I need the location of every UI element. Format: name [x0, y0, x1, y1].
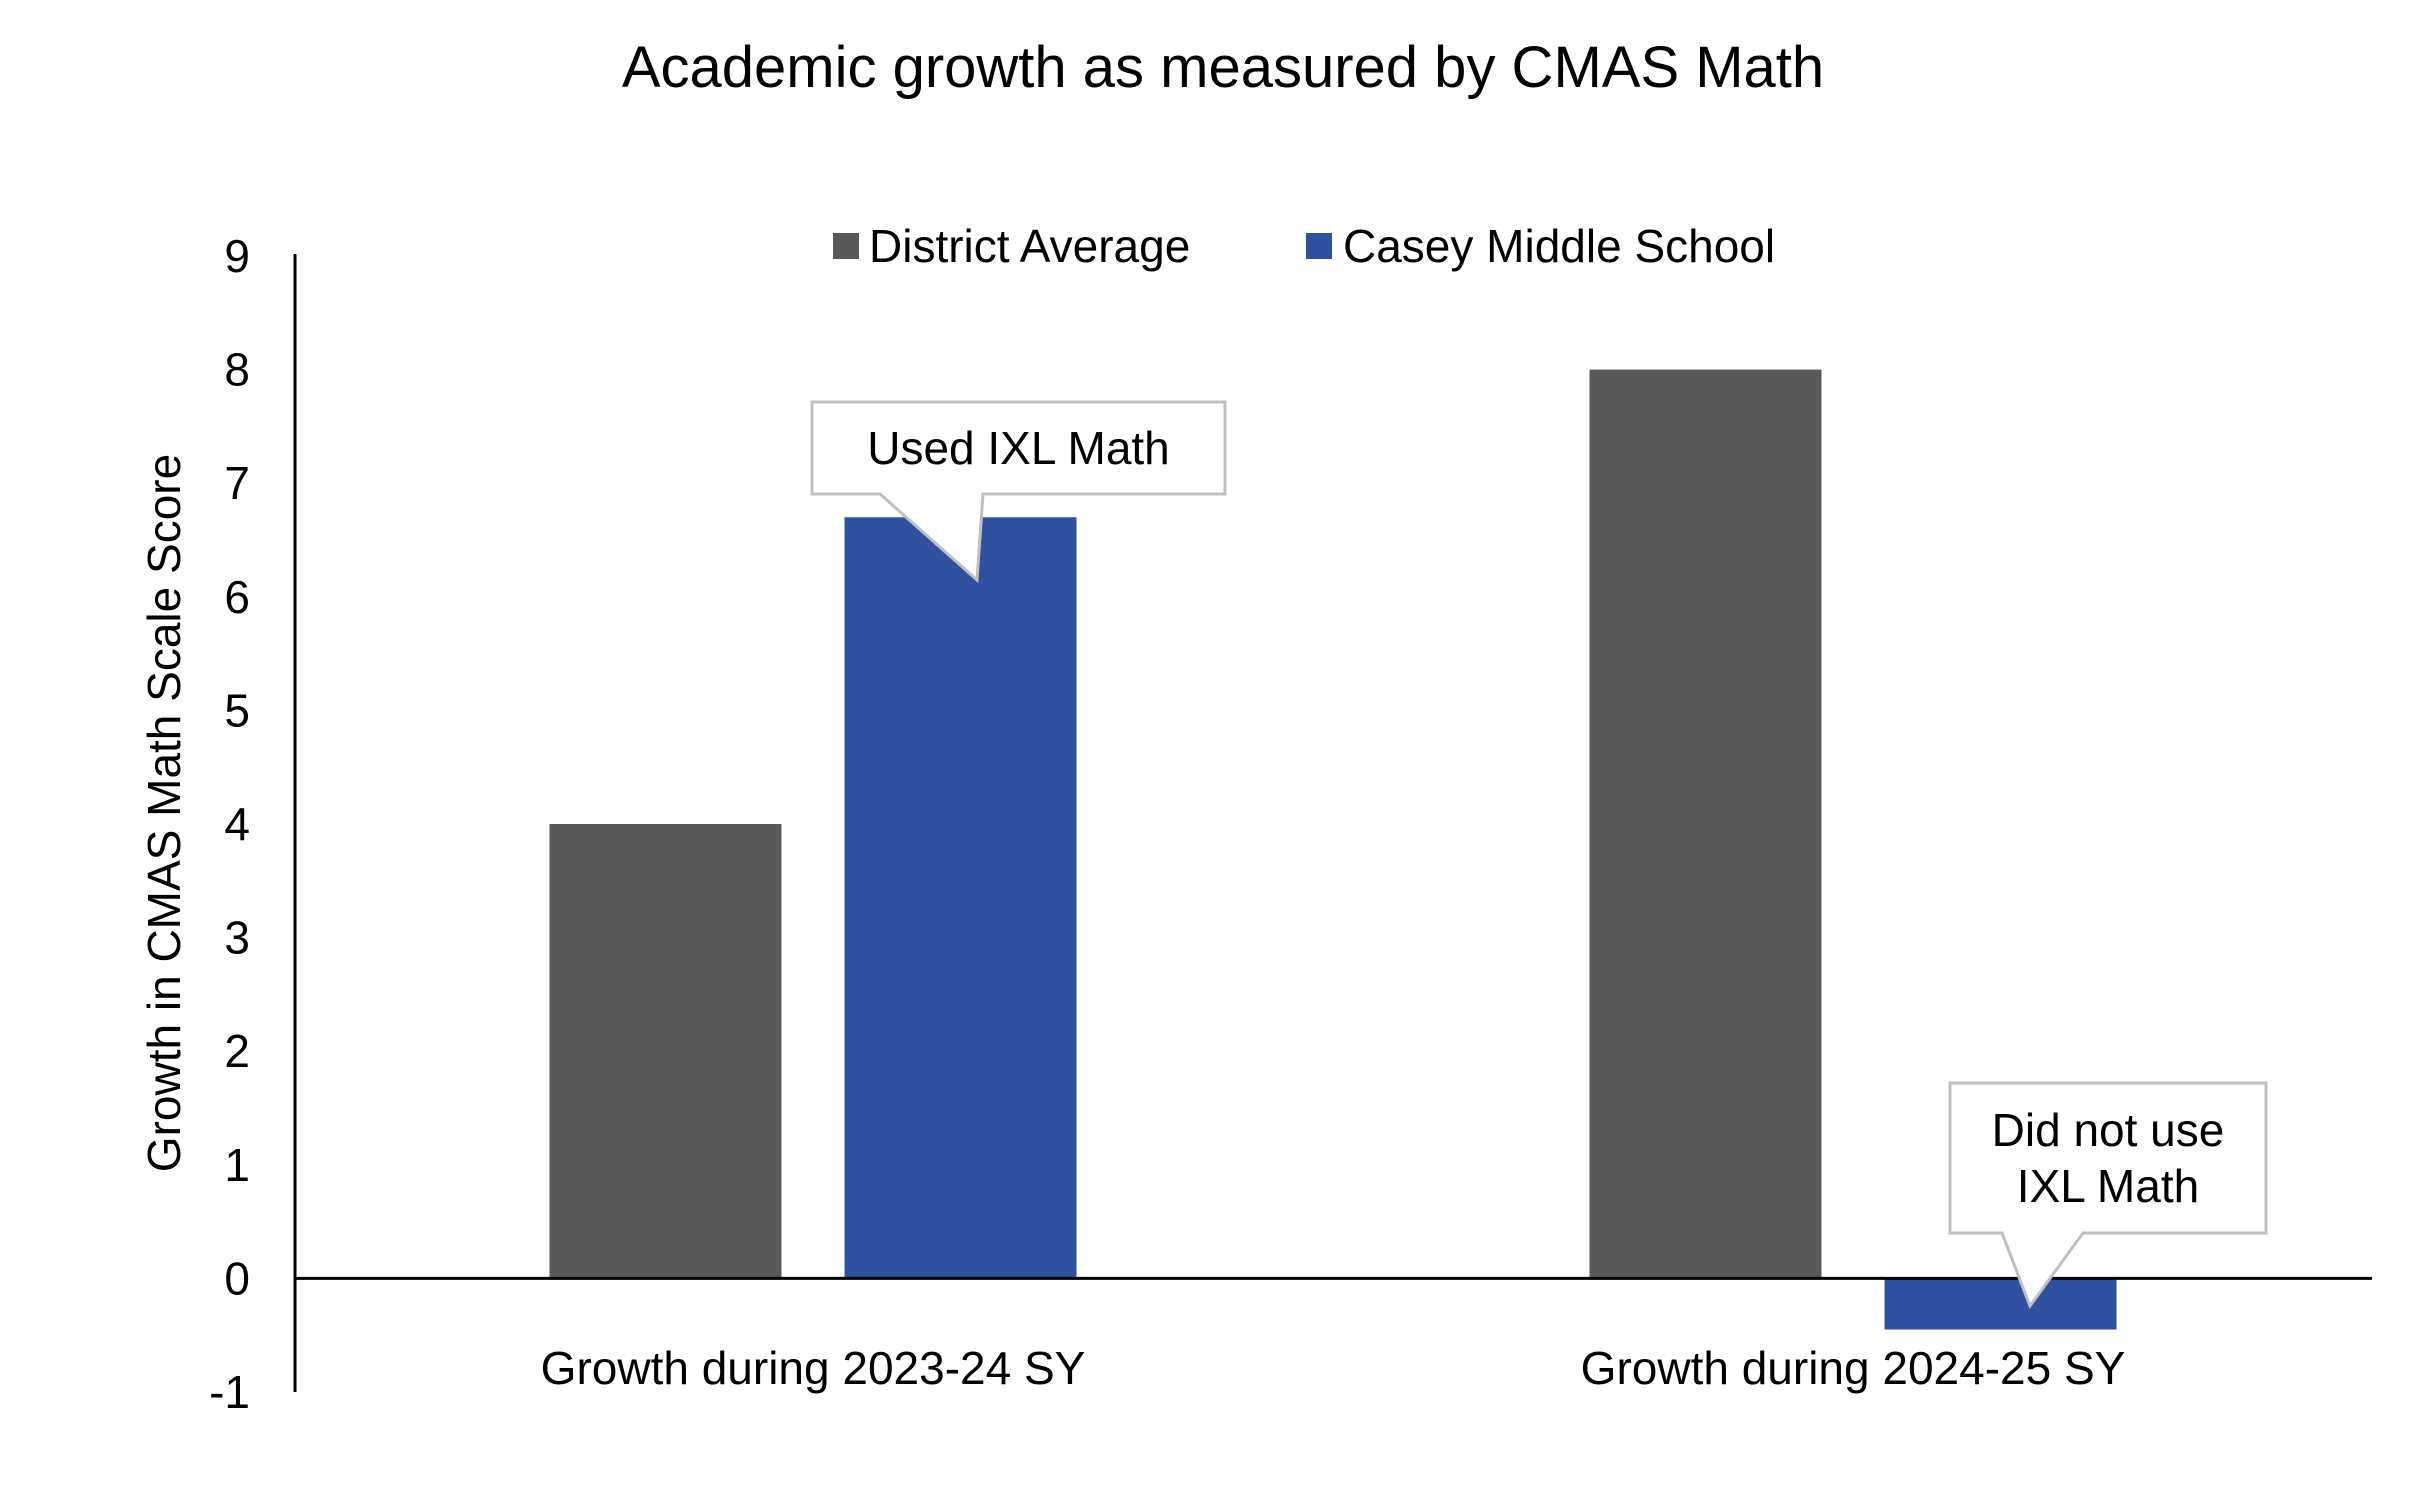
y-tick-label: 1	[224, 1139, 250, 1191]
y-tick-label: 9	[224, 230, 250, 282]
callout-text: Used IXL Math	[867, 422, 1170, 474]
callout-text: IXL Math	[2017, 1160, 2199, 1212]
y-tick-label: 8	[224, 344, 250, 396]
y-tick-label: 5	[224, 684, 250, 736]
y-tick-label: -1	[209, 1366, 250, 1418]
bars	[549, 369, 2117, 1330]
legend-swatch-district-average	[833, 233, 859, 259]
y-tick-label: 7	[224, 457, 250, 509]
callout-bubble	[1948, 1081, 2268, 1310]
y-tick-label: 4	[224, 798, 250, 850]
y-tick-label: 6	[224, 571, 250, 623]
legend-label-district-average: District Average	[869, 220, 1190, 272]
x-category-label: Growth during 2024-25 SY	[1581, 1342, 2126, 1394]
y-tick-label: 0	[224, 1252, 250, 1304]
bar-casey-middle-school-1	[844, 517, 1077, 1279]
y-axis-ticks: 9 8 7 6 5 4 3 2 1 0 -1	[209, 230, 250, 1418]
legend-swatch-casey-middle-school	[1306, 233, 1332, 259]
callout-1: Used IXL Math	[810, 400, 1227, 584]
legend: District Average Casey Middle School	[833, 220, 1775, 272]
y-axis-label: Growth in CMAS Math Scale Score	[138, 454, 190, 1172]
x-category-label: Growth during 2023-24 SY	[541, 1342, 1086, 1394]
x-axis-labels: Growth during 2023-24 SY Growth during 20…	[541, 1342, 2126, 1394]
y-tick-label: 2	[224, 1025, 250, 1077]
bar-district-average-2	[1589, 369, 1822, 1279]
callout-text: Did not use	[1992, 1104, 2225, 1156]
bar-casey-middle-school-2	[1884, 1278, 2117, 1330]
bar-district-average-1	[549, 824, 782, 1279]
legend-label-casey-middle-school: Casey Middle School	[1343, 220, 1775, 272]
y-tick-label: 3	[224, 912, 250, 964]
callout-bubble	[810, 400, 1227, 584]
chart-title: Academic growth as measured by CMAS Math	[622, 35, 1824, 100]
